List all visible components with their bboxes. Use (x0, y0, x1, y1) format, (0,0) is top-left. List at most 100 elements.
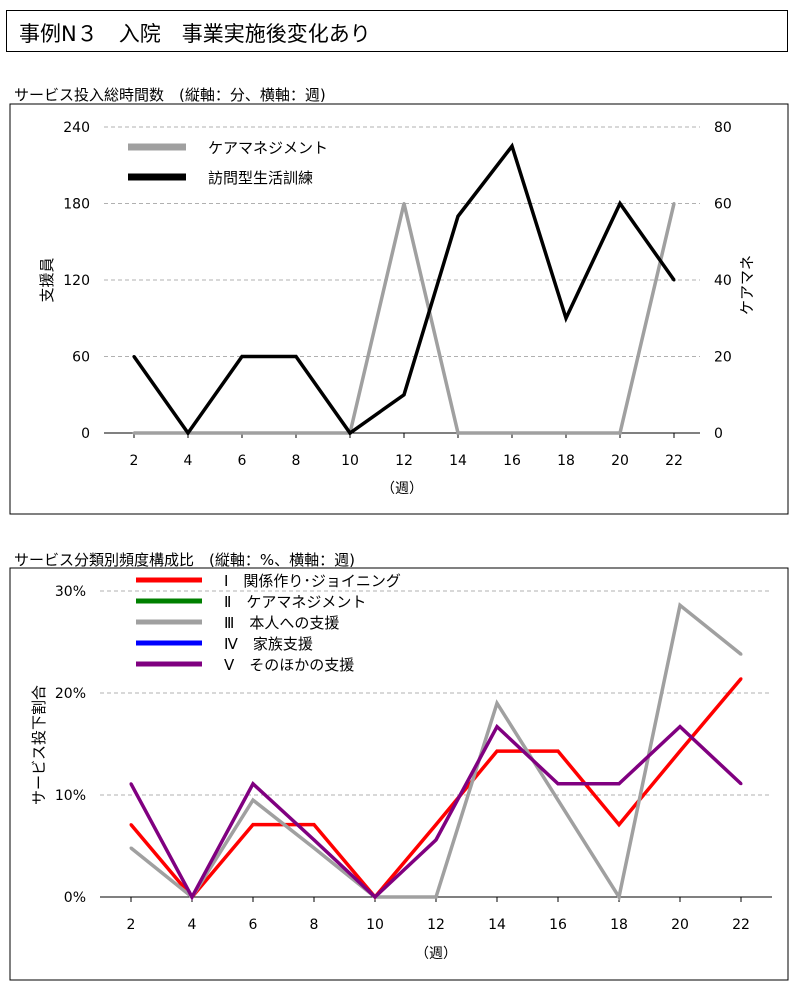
chart2-point (617, 782, 621, 786)
chart1-point (510, 144, 514, 148)
chart1-ytick-right: 60 (714, 197, 732, 213)
chart1-ylabel-right: ケアマネ (738, 255, 756, 315)
chart1-point (132, 431, 136, 435)
chart2-point (434, 823, 438, 827)
chart1-xtick-label: 22 (665, 453, 683, 469)
chart2-point (434, 895, 438, 899)
chart2-legend-label: Ⅱ ケアマネジメント (224, 593, 366, 611)
chart2-xtick-label: 6 (249, 917, 258, 933)
chart2-point (678, 603, 682, 607)
chart1-xtick-label: 2 (130, 453, 139, 469)
chart1-xtick-label: 10 (341, 453, 359, 469)
chart2-point (495, 701, 499, 705)
chart2-xtick-label: 10 (366, 917, 384, 933)
chart1-point (456, 214, 460, 218)
chart1-xtick-label: 20 (611, 453, 629, 469)
chart2-xtick-label: 12 (427, 917, 445, 933)
chart1-point (348, 431, 352, 435)
chart2-ytick: 30% (55, 584, 86, 600)
chart2-point (556, 749, 560, 753)
chart2-xtick-label: 14 (488, 917, 506, 933)
chart1-ytick-left: 0 (81, 426, 90, 442)
chart2-point (617, 895, 621, 899)
chart1-point (240, 355, 244, 358)
chart2-point (251, 782, 255, 786)
chart1-ytick-right: 20 (714, 350, 732, 366)
chart1-xtick-label: 6 (238, 453, 247, 469)
chart1-point (402, 202, 406, 205)
chart2-point (129, 782, 133, 786)
chart2-legend-label: Ⅴ そのほかの支援 (224, 656, 354, 674)
chart1-ytick-left: 120 (63, 273, 90, 289)
chart2-xtick-label: 22 (732, 917, 750, 933)
chart2-ytick: 10% (55, 788, 86, 804)
chart2-xlabel: （週） (415, 946, 457, 962)
chart1-xtick-label: 12 (395, 453, 413, 469)
chart2-frame (9, 567, 789, 981)
chart1-xtick-label: 14 (449, 453, 467, 469)
chart1-legend-label: ケアマネジメント (208, 139, 328, 157)
chart1-ytick-right: 40 (714, 273, 732, 289)
chart2-point (739, 677, 743, 681)
chart1-legend-label: 訪問型生活訓練 (208, 169, 313, 187)
chart2-xtick-label: 20 (671, 917, 689, 933)
chart1-ytick-right: 0 (714, 426, 723, 442)
chart2-ytick: 20% (55, 686, 86, 702)
chart2-point (495, 725, 499, 729)
chart1-point (618, 431, 622, 435)
chart2-point (373, 895, 377, 899)
chart2-point (312, 846, 316, 850)
chart1-ytick-right: 80 (714, 120, 732, 136)
page-title-box: 事例N３ 入院 事業実施後変化あり (6, 10, 788, 52)
chart1-xtick-label: 8 (292, 453, 301, 469)
chart1-xlabel: （週） (381, 481, 423, 497)
chart1-point (240, 431, 244, 435)
chart2-point (312, 838, 316, 842)
chart1-xtick-label: 4 (184, 453, 193, 469)
chart2-point (312, 823, 316, 827)
chart1-caption: サービス投入総時間数 (縦軸：分、横軸：週) (14, 86, 326, 104)
chart2-point (556, 782, 560, 786)
chart2-point (129, 823, 133, 827)
chart2-xtick-label: 4 (188, 917, 197, 933)
chart1-point (186, 431, 190, 435)
chart1-point (564, 316, 568, 320)
chart1-point (402, 393, 406, 397)
chart2-point (739, 652, 743, 656)
chart2-point (617, 823, 621, 827)
chart1-point (294, 431, 298, 435)
chart2-point (556, 798, 560, 802)
chart2-legend-label: Ⅰ 関係作り･ジョイニング (224, 572, 401, 590)
chart1-ylabel-left: 支援員 (38, 257, 56, 302)
chart2-point (739, 782, 743, 786)
page-title: 事例N３ 入院 事業実施後変化あり (19, 22, 371, 46)
chart1-ytick-left: 60 (72, 350, 90, 366)
chart2-point (678, 749, 682, 753)
chart2-xtick-label: 8 (310, 917, 319, 933)
chart2-legend-label: Ⅳ 家族支援 (224, 635, 313, 653)
chart2-caption: サービス分類別頻度構成比 (縦軸：%、横軸：週) (14, 551, 355, 569)
chart1-point (672, 278, 676, 282)
chart2-ylabel: サービス投下割合 (30, 685, 48, 805)
chart1-xtick-label: 18 (557, 453, 575, 469)
chart1-point (672, 202, 676, 205)
chart2-point (678, 725, 682, 729)
chart1-point (294, 355, 298, 358)
chart1-ytick-left: 180 (63, 197, 90, 213)
chart2-point (434, 838, 438, 842)
chart1-point (618, 202, 622, 205)
chart1-frame (9, 103, 789, 515)
chart2-xtick-label: 2 (127, 917, 136, 933)
chart2-legend-label: Ⅲ 本人への支援 (224, 614, 339, 632)
chart1-point (456, 431, 460, 435)
chart1-point (564, 431, 568, 435)
chart2-xtick-label: 18 (610, 917, 628, 933)
chart2-xtick-label: 16 (549, 917, 567, 933)
chart2-point (251, 798, 255, 802)
chart2-ytick: 0% (64, 890, 86, 906)
chart1-ytick-left: 240 (63, 120, 90, 136)
chart1-point (132, 355, 136, 358)
chart1-point (510, 431, 514, 435)
chart1-xtick-label: 16 (503, 453, 521, 469)
